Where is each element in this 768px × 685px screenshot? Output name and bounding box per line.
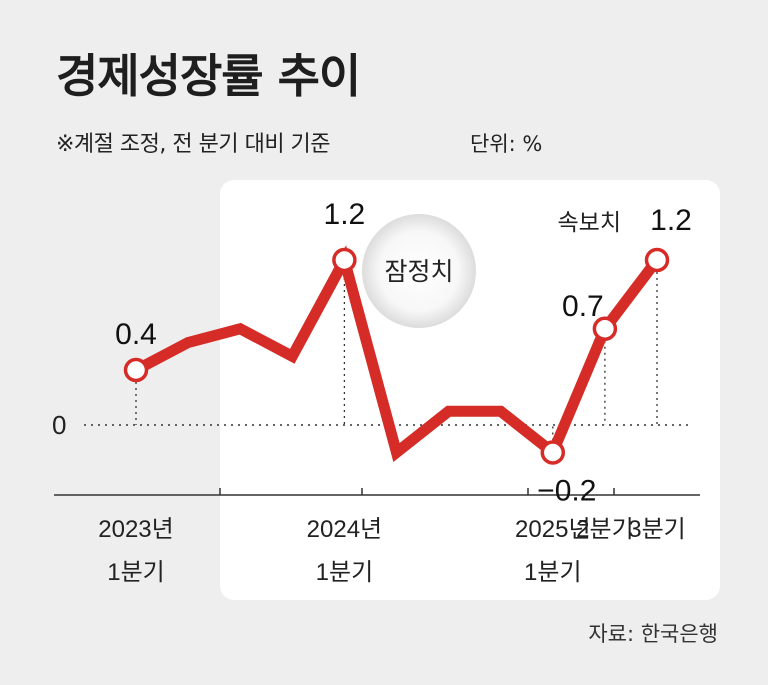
chart-subtitle: ※계절 조정, 전 분기 대비 기준 bbox=[56, 132, 331, 157]
data-point-marker bbox=[332, 247, 357, 273]
data-label: 0.4 bbox=[115, 318, 157, 351]
x-tick-label: 2분기 bbox=[576, 516, 634, 543]
data-label: 1.2 bbox=[324, 198, 366, 231]
data-point-marker bbox=[592, 316, 618, 341]
x-tick-label: 1분기 bbox=[316, 559, 374, 586]
x-tick-label: 1분기 bbox=[524, 559, 582, 586]
flash-estimate-label: 속보치 bbox=[558, 210, 621, 236]
data-label: 1.2 bbox=[650, 204, 692, 237]
data-point-marker bbox=[644, 247, 670, 273]
source-note: 자료: 한국은행 bbox=[588, 622, 718, 646]
x-tick-label: 1분기 bbox=[107, 559, 165, 586]
data-label: −0.2 bbox=[537, 475, 596, 508]
x-tick-label: 2023년 bbox=[98, 516, 173, 543]
unit-label: 단위: % bbox=[470, 132, 543, 156]
zero-label: 0 bbox=[52, 410, 66, 440]
data-point-marker bbox=[540, 440, 566, 465]
x-tick-label: 2024년 bbox=[307, 516, 382, 543]
provisional-badge: 잠정치 bbox=[362, 214, 476, 328]
data-point-marker bbox=[123, 357, 149, 383]
data-label: 0.7 bbox=[562, 290, 604, 323]
badge-label: 잠정치 bbox=[384, 257, 453, 286]
x-tick-label: 2025년 bbox=[515, 516, 590, 543]
x-tick-label: 3분기 bbox=[628, 516, 686, 543]
chart-title: 경제성장률 추이 bbox=[56, 49, 361, 103]
